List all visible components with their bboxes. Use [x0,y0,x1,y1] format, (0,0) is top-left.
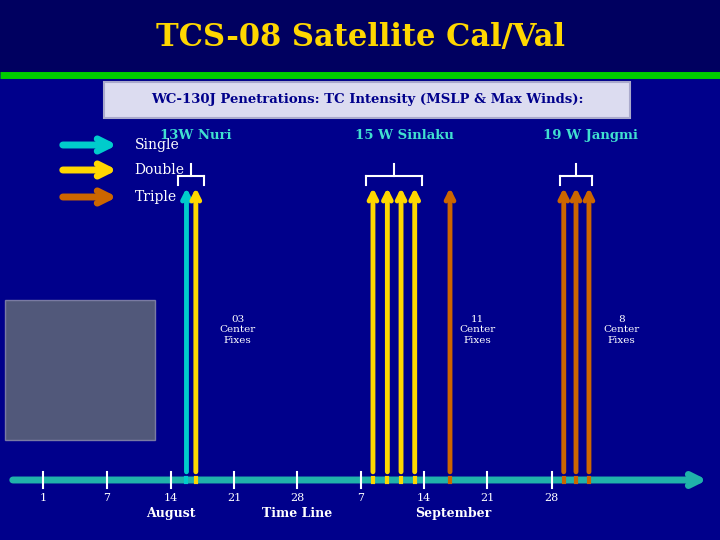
Text: Time Line: Time Line [262,507,333,520]
Text: 7: 7 [103,494,110,503]
Text: 14: 14 [417,494,431,503]
Text: August: August [146,507,195,520]
Text: 28: 28 [544,494,559,503]
FancyBboxPatch shape [0,0,720,75]
Text: 8
Center
Fixes: 8 Center Fixes [603,315,639,345]
Text: 1: 1 [40,494,47,503]
Text: 21: 21 [227,494,241,503]
Text: Double: Double [135,163,184,177]
Text: 19 W Jangmi: 19 W Jangmi [543,129,638,143]
Text: 03
Center
Fixes: 03 Center Fixes [220,315,256,345]
Text: TCS-08 Satellite Cal/Val: TCS-08 Satellite Cal/Val [156,22,564,53]
Text: 28: 28 [290,494,305,503]
Text: 15 W Sinlaku: 15 W Sinlaku [355,129,454,143]
Text: Triple: Triple [135,190,176,204]
Text: 21: 21 [480,494,495,503]
Text: 14: 14 [163,494,178,503]
Text: 11
Center
Fixes: 11 Center Fixes [459,315,495,345]
Text: September: September [415,507,492,520]
Text: 7: 7 [357,494,364,503]
Text: WC-130J Penetrations: TC Intensity (MSLP & Max Winds):: WC-130J Penetrations: TC Intensity (MSLP… [151,93,583,106]
FancyBboxPatch shape [104,82,630,118]
Text: Single: Single [135,138,179,152]
FancyBboxPatch shape [5,300,155,440]
Text: 13W Nuri: 13W Nuri [160,129,232,143]
